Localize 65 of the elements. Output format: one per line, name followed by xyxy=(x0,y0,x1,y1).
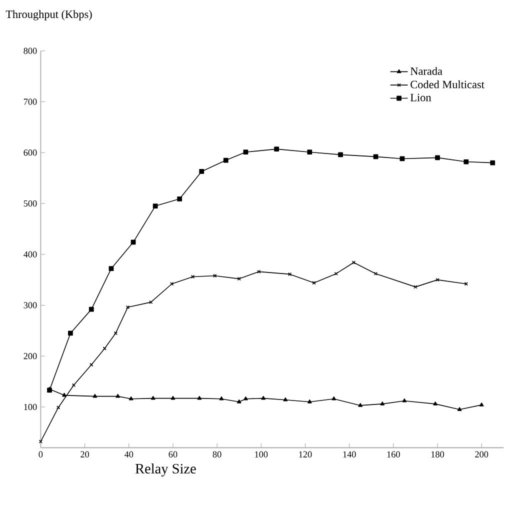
y-axis-title: Throughput (Kbps) xyxy=(6,10,92,20)
point xyxy=(116,394,120,398)
point xyxy=(114,331,118,336)
legend-label: Lion xyxy=(410,94,432,102)
point xyxy=(358,403,363,407)
point xyxy=(219,396,224,400)
point xyxy=(374,272,378,276)
point xyxy=(197,396,202,400)
point xyxy=(479,402,484,406)
x-tick-label: 160 xyxy=(387,451,400,458)
point xyxy=(435,155,440,160)
legend-label: Coded Multicast xyxy=(410,80,484,88)
point xyxy=(177,196,182,202)
point xyxy=(128,396,134,400)
legend-label: Narada xyxy=(410,67,442,75)
point xyxy=(457,407,462,411)
point xyxy=(332,396,336,400)
y-tick-label: 500 xyxy=(24,200,37,207)
point xyxy=(223,158,228,163)
point xyxy=(274,146,280,152)
point xyxy=(92,394,98,398)
point xyxy=(380,401,385,406)
point xyxy=(89,306,94,312)
point xyxy=(236,399,242,404)
x-tick-label: 80 xyxy=(212,451,222,458)
y-tick-label: 800 xyxy=(24,48,37,54)
point xyxy=(130,240,136,245)
y-tick-label: 600 xyxy=(24,150,37,156)
y-tick-label: 300 xyxy=(24,302,37,308)
point xyxy=(261,396,266,400)
point xyxy=(283,397,288,402)
x-tick-label: 20 xyxy=(80,451,90,458)
y-tick-label: 400 xyxy=(24,251,37,258)
y-tick-label: 100 xyxy=(24,404,37,410)
point xyxy=(433,401,438,406)
point xyxy=(288,272,292,276)
x-tick-label: 60 xyxy=(168,451,178,458)
y-tick-label: 700 xyxy=(24,98,37,105)
point xyxy=(126,305,130,310)
x-tick-label: 40 xyxy=(124,451,134,458)
point xyxy=(68,330,73,336)
point xyxy=(170,282,174,286)
point xyxy=(244,396,248,400)
point xyxy=(464,159,469,164)
point xyxy=(243,150,248,155)
point xyxy=(308,399,312,404)
x-tick-label: 200 xyxy=(475,451,488,458)
x-axis-title: Relay Size xyxy=(136,463,196,476)
point xyxy=(191,274,195,279)
point xyxy=(62,392,67,397)
x-tick-label: 120 xyxy=(299,451,312,458)
point xyxy=(307,150,312,155)
point xyxy=(152,204,158,208)
point xyxy=(151,396,156,400)
point xyxy=(402,398,407,402)
point xyxy=(490,160,496,166)
x-tick-label: 180 xyxy=(431,451,444,458)
x-tick-label: 140 xyxy=(343,451,356,458)
x-tick-label: 0 xyxy=(38,451,43,458)
point xyxy=(338,152,343,158)
y-tick-label: 200 xyxy=(24,353,37,360)
point xyxy=(199,169,204,174)
point xyxy=(170,396,176,400)
point xyxy=(108,266,114,272)
x-tick-label: 100 xyxy=(255,451,268,458)
